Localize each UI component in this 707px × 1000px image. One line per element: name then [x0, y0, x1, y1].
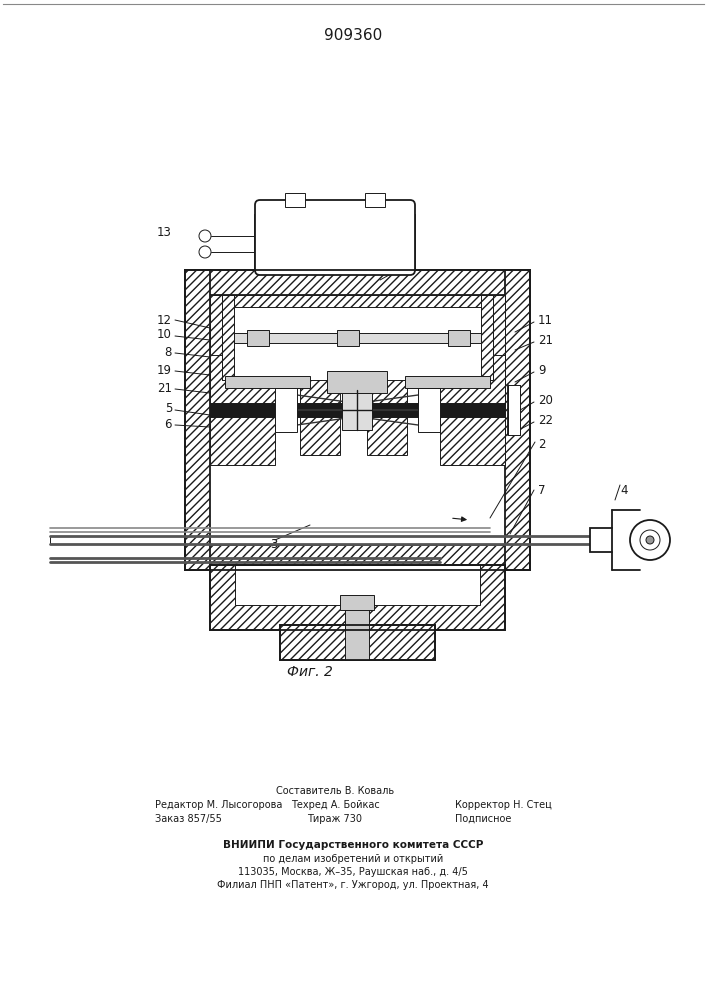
Text: 6: 6: [165, 418, 172, 430]
Bar: [225, 300, 490, 375]
Bar: [505, 270, 530, 570]
Bar: [337, 330, 359, 346]
Bar: [490, 295, 505, 355]
Text: 22: 22: [538, 414, 553, 426]
Text: 10: 10: [157, 328, 172, 342]
Bar: [255, 215, 415, 270]
Text: 3: 3: [270, 538, 277, 552]
Bar: [300, 365, 340, 455]
Bar: [235, 565, 480, 605]
Circle shape: [646, 536, 654, 544]
Bar: [210, 295, 505, 380]
Bar: [280, 625, 435, 660]
Text: Техред А. Бойкас: Техред А. Бойкас: [291, 800, 380, 810]
Bar: [590, 528, 612, 552]
Bar: [210, 565, 505, 630]
Text: 9: 9: [538, 363, 546, 376]
Bar: [508, 385, 520, 435]
Bar: [448, 330, 470, 346]
Bar: [234, 333, 481, 343]
Bar: [440, 355, 505, 465]
Text: Редактор М. Лысогорова: Редактор М. Лысогорова: [155, 800, 282, 810]
Text: 12: 12: [157, 314, 172, 326]
Circle shape: [199, 246, 211, 258]
Bar: [365, 193, 385, 207]
Text: Корректор Н. Стец: Корректор Н. Стец: [455, 800, 552, 810]
Bar: [210, 355, 505, 465]
Bar: [342, 390, 372, 430]
Bar: [185, 545, 530, 570]
Text: 21: 21: [157, 381, 172, 394]
Bar: [455, 295, 505, 345]
Text: 909360: 909360: [324, 27, 382, 42]
Bar: [247, 330, 269, 346]
Text: 113035, Москва, Ж–35, Раушская наб., д. 4/5: 113035, Москва, Ж–35, Раушская наб., д. …: [238, 867, 468, 877]
Bar: [222, 295, 234, 380]
Text: 8: 8: [165, 346, 172, 359]
Bar: [210, 355, 275, 465]
FancyBboxPatch shape: [255, 200, 415, 275]
Bar: [185, 270, 210, 570]
Text: Составитель В. Коваль: Составитель В. Коваль: [276, 786, 394, 796]
Bar: [405, 376, 490, 388]
Text: 5: 5: [165, 402, 172, 416]
Bar: [418, 388, 440, 432]
Text: 11: 11: [538, 314, 553, 326]
Bar: [275, 388, 297, 432]
Bar: [225, 376, 310, 388]
Text: 7: 7: [538, 484, 546, 496]
Text: Заказ 857/55: Заказ 857/55: [155, 814, 222, 824]
Text: Тираж 730: Тираж 730: [308, 814, 363, 824]
Bar: [339, 355, 375, 367]
Text: по делам изобретений и открытий: по делам изобретений и открытий: [263, 854, 443, 864]
Bar: [327, 371, 387, 393]
Text: 20: 20: [538, 393, 553, 406]
Text: 14: 14: [400, 261, 415, 274]
Circle shape: [199, 230, 211, 242]
Text: 21: 21: [538, 334, 553, 347]
Bar: [210, 403, 505, 417]
Bar: [185, 270, 530, 295]
Bar: [222, 295, 493, 380]
Text: 16: 16: [395, 204, 410, 217]
Circle shape: [640, 530, 660, 550]
Bar: [285, 193, 305, 207]
Bar: [185, 270, 530, 570]
Text: Подписное: Подписное: [455, 814, 511, 824]
Bar: [280, 625, 435, 660]
Bar: [210, 295, 260, 345]
Text: 4: 4: [620, 484, 628, 496]
Text: Филиал ПНП «Патент», г. Ужгород, ул. Проектная, 4: Филиал ПНП «Патент», г. Ужгород, ул. Про…: [217, 880, 489, 890]
Circle shape: [630, 520, 670, 560]
Bar: [210, 295, 505, 355]
Bar: [347, 365, 367, 383]
Bar: [345, 600, 369, 660]
Bar: [340, 595, 374, 610]
Bar: [367, 365, 407, 455]
Bar: [260, 295, 455, 355]
Text: 19: 19: [157, 363, 172, 376]
Text: Фиг. 2: Фиг. 2: [287, 665, 333, 679]
Bar: [210, 565, 505, 630]
Text: 13: 13: [157, 227, 172, 239]
Text: 2: 2: [538, 438, 546, 452]
Bar: [481, 295, 493, 380]
Bar: [210, 295, 225, 355]
Text: ВНИИПИ Государственного комитета СССР: ВНИИПИ Государственного комитета СССР: [223, 840, 483, 850]
Bar: [222, 295, 493, 307]
